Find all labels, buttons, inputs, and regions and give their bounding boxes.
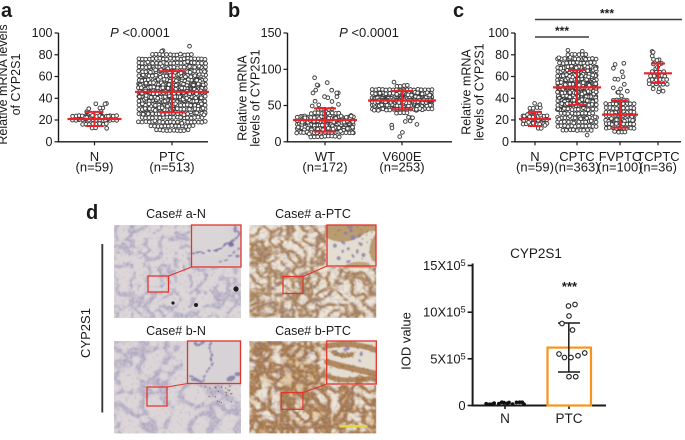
svg-text:P <0.0001: P <0.0001 [339, 25, 399, 40]
svg-text:(n=100): (n=100) [597, 159, 642, 174]
svg-text:15X105: 15X105 [423, 258, 466, 273]
svg-text:80: 80 [39, 48, 53, 62]
svg-text:N: N [90, 149, 99, 164]
svg-text:N: N [530, 149, 539, 164]
svg-text:V600E: V600E [382, 149, 421, 164]
svg-text:levels of CYP2S1: levels of CYP2S1 [249, 49, 263, 146]
svg-text:60: 60 [495, 70, 509, 84]
svg-text:CYP2S1: CYP2S1 [78, 308, 93, 358]
svg-text:***: *** [555, 24, 569, 38]
svg-text:0: 0 [458, 398, 465, 413]
svg-text:of CYP2S1: of CYP2S1 [9, 54, 23, 116]
svg-text:150: 150 [261, 26, 282, 40]
svg-text:a: a [1, 0, 13, 22]
svg-text:CPTC: CPTC [559, 149, 594, 164]
svg-text:(n=363): (n=363) [554, 159, 599, 174]
svg-text:P <0.0001: P <0.0001 [110, 25, 170, 40]
svg-text:Case# a-N: Case# a-N [146, 207, 206, 221]
svg-text:FVPTC: FVPTC [599, 149, 642, 164]
svg-text:PTC: PTC [159, 149, 185, 164]
svg-text:N: N [500, 411, 510, 426]
svg-text:40: 40 [39, 91, 53, 105]
svg-text:(n=59): (n=59) [76, 159, 114, 174]
svg-text:Case# a-PTC: Case# a-PTC [275, 207, 351, 221]
svg-text:100: 100 [488, 26, 509, 40]
svg-text:Relative mRNA levels: Relative mRNA levels [0, 24, 10, 144]
svg-text:c: c [453, 0, 464, 22]
svg-text:WT: WT [315, 149, 335, 164]
svg-text:CYP2S1: CYP2S1 [510, 246, 562, 261]
svg-text:0: 0 [502, 135, 509, 149]
svg-text:(n=172): (n=172) [302, 159, 347, 174]
svg-text:***: *** [600, 7, 614, 21]
svg-text:40: 40 [495, 91, 509, 105]
svg-text:100: 100 [32, 26, 53, 40]
svg-text:(n=513): (n=513) [149, 159, 194, 174]
svg-text:Relative mRNA: Relative mRNA [460, 49, 474, 135]
svg-text:Case# b-PTC: Case# b-PTC [275, 324, 351, 338]
svg-text:60: 60 [39, 70, 53, 84]
svg-text:50: 50 [268, 99, 282, 113]
svg-text:5X105: 5X105 [430, 351, 465, 366]
svg-text:TCPTC: TCPTC [636, 149, 679, 164]
svg-text:b: b [228, 0, 240, 22]
svg-text:d: d [86, 202, 98, 224]
svg-text:Relative mRNA: Relative mRNA [236, 55, 250, 141]
svg-text:80: 80 [495, 48, 509, 62]
svg-text:20: 20 [39, 113, 53, 127]
svg-text:(n=253): (n=253) [379, 159, 424, 174]
svg-text:(n=59): (n=59) [516, 159, 554, 174]
svg-text:(n=36): (n=36) [639, 159, 677, 174]
svg-text:0: 0 [275, 135, 282, 149]
svg-text:10X105: 10X105 [423, 305, 466, 320]
svg-text:Case# b-N: Case# b-N [146, 324, 206, 338]
svg-text:20: 20 [495, 113, 509, 127]
svg-text:levels of CYP2S1: levels of CYP2S1 [473, 43, 487, 140]
svg-text:***: *** [562, 279, 578, 294]
svg-text:100: 100 [261, 62, 282, 76]
svg-text:PTC: PTC [556, 411, 583, 426]
svg-text:0: 0 [46, 135, 53, 149]
svg-text:IOD value: IOD value [399, 312, 414, 370]
